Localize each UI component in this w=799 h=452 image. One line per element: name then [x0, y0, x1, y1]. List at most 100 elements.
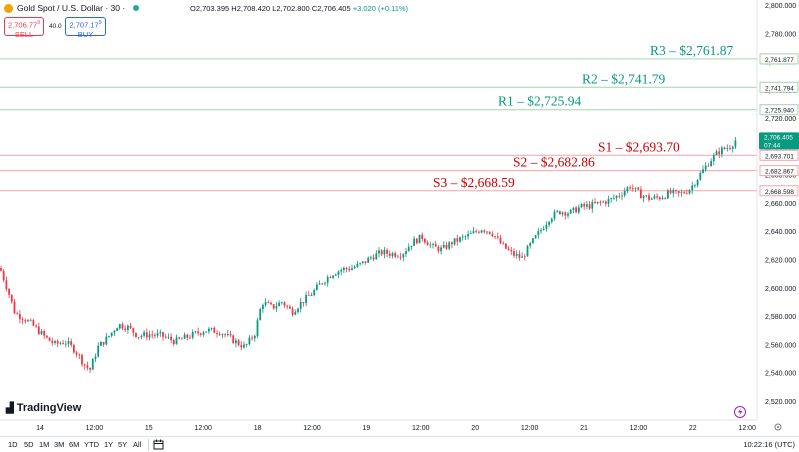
candle-body	[278, 302, 280, 307]
timeframe-6m[interactable]: 6M	[69, 440, 80, 449]
x-tick-label: 12:00	[738, 425, 756, 432]
candle-body	[521, 256, 523, 258]
candle-body	[642, 196, 645, 199]
axis-settings-icon[interactable]	[774, 423, 782, 431]
candle-body	[145, 332, 148, 338]
candle-body	[683, 192, 685, 194]
candle-body	[480, 230, 483, 233]
candle-body	[629, 187, 631, 189]
symbol-header[interactable]: Gold Spot / U.S. Dollar · 30 ·	[4, 3, 140, 13]
candle-body	[691, 185, 694, 191]
timeframe-1y[interactable]: 1Y	[104, 440, 114, 449]
candle-body	[672, 190, 675, 194]
candle-body	[0, 267, 2, 271]
candle-body	[272, 304, 275, 309]
candle-body	[110, 332, 113, 337]
sell-price-sup: 9	[37, 20, 40, 26]
candle-body	[459, 237, 461, 242]
candle-body	[399, 256, 402, 258]
timeframe-1d[interactable]: 1D	[8, 440, 18, 449]
tradingview-logo[interactable]: ▟ TradingView	[6, 402, 81, 414]
candle-body	[213, 327, 216, 334]
candle-body	[602, 201, 604, 203]
candle-body	[359, 262, 361, 264]
candle-body	[267, 302, 270, 303]
candle-body	[580, 203, 583, 208]
timeframe-3m[interactable]: 3M	[54, 440, 65, 449]
candle-body	[32, 320, 35, 326]
candle-body	[351, 268, 353, 271]
candle-body	[97, 345, 100, 357]
timeframe-ytd[interactable]: YTD	[84, 440, 99, 449]
candle-body	[499, 237, 502, 244]
level-label: S3 – $2,668.59	[433, 175, 515, 190]
timeframe-all[interactable]: All	[133, 440, 142, 449]
candle-body	[8, 289, 10, 295]
candle-body	[529, 243, 532, 246]
candle-body	[16, 313, 19, 315]
candle-body	[548, 221, 550, 225]
buy-button[interactable]: 2,707.179 BUY	[65, 17, 106, 39]
time-axis[interactable]: 14 12:00 15 12:00 18 12:00 19 12:00 20 12:00 21 12:…	[36, 425, 756, 432]
bottom-toolbar: 1D 5D 1M 3M 6M YTD 1Y 5Y All 10:22:16 (U…	[0, 436, 799, 452]
candle-body	[623, 191, 626, 196]
candle-body	[297, 308, 299, 313]
buy-label: BUY	[77, 29, 94, 39]
candle-body	[413, 238, 415, 246]
x-tick-label: 20	[471, 425, 479, 432]
level-price-tag-label: 2,741.794	[765, 85, 794, 92]
replay-lightning-icon[interactable]	[734, 406, 746, 418]
candle-body	[262, 304, 264, 310]
candle-body	[202, 332, 205, 335]
candle-body	[561, 212, 564, 215]
candle-body	[440, 247, 442, 252]
y-tick-label: 2,620.000	[765, 257, 796, 264]
candle-body	[337, 271, 340, 275]
x-tick-label: 12:00	[303, 425, 321, 432]
candle-body	[102, 341, 105, 345]
candle-body	[218, 333, 221, 335]
candle-body	[653, 196, 656, 199]
candle-body	[424, 238, 426, 243]
candle-body	[64, 343, 67, 345]
calendar-range-icon[interactable]	[153, 439, 164, 450]
candle-body	[577, 207, 580, 213]
x-tick-label: 21	[580, 425, 588, 432]
ohlc-legend: O2,703.395 H2,708.420 L2,702.800 C2,706.…	[190, 4, 408, 13]
candle-body	[235, 340, 237, 344]
candle-body	[191, 331, 194, 338]
candle-body	[135, 332, 137, 338]
candle-body	[289, 306, 291, 309]
candle-body	[559, 211, 561, 215]
candle-body	[667, 190, 669, 199]
candle-body	[537, 231, 540, 236]
candle-body	[75, 352, 78, 355]
symbol-title[interactable]: Gold Spot / U.S. Dollar · 30 ·	[17, 3, 126, 13]
candle-body	[27, 320, 29, 322]
sell-button[interactable]: 2,706.779 SELL	[4, 17, 44, 39]
candle-body	[712, 155, 715, 162]
candle-body	[164, 336, 167, 338]
timeframe-5d[interactable]: 5D	[24, 440, 34, 449]
candle-body	[540, 229, 542, 232]
candle-body	[78, 354, 81, 356]
candle-body	[569, 209, 572, 214]
price-axis[interactable]: 2,800.0002,780.0002,760.0002,740.0002,72…	[759, 3, 799, 406]
y-tick-label: 2,720.000	[765, 116, 796, 123]
timeframe-1m[interactable]: 1M	[39, 440, 50, 449]
x-tick-label: 22	[689, 425, 697, 432]
candle-body	[702, 169, 704, 174]
x-tick-label: 12:00	[412, 425, 430, 432]
candle-body	[640, 189, 642, 199]
current-price-label: 2,706.405	[764, 134, 793, 141]
candle-body	[310, 295, 313, 296]
utc-clock[interactable]: 10:22:16 (UTC)	[743, 440, 795, 449]
candle-body	[37, 326, 40, 335]
candle-body	[313, 290, 316, 296]
candle-body	[391, 253, 394, 256]
level-price-tag	[759, 104, 799, 116]
timeframe-5y[interactable]: 5Y	[118, 440, 128, 449]
x-tick-label: 14	[36, 425, 44, 432]
candle-body	[588, 204, 591, 209]
